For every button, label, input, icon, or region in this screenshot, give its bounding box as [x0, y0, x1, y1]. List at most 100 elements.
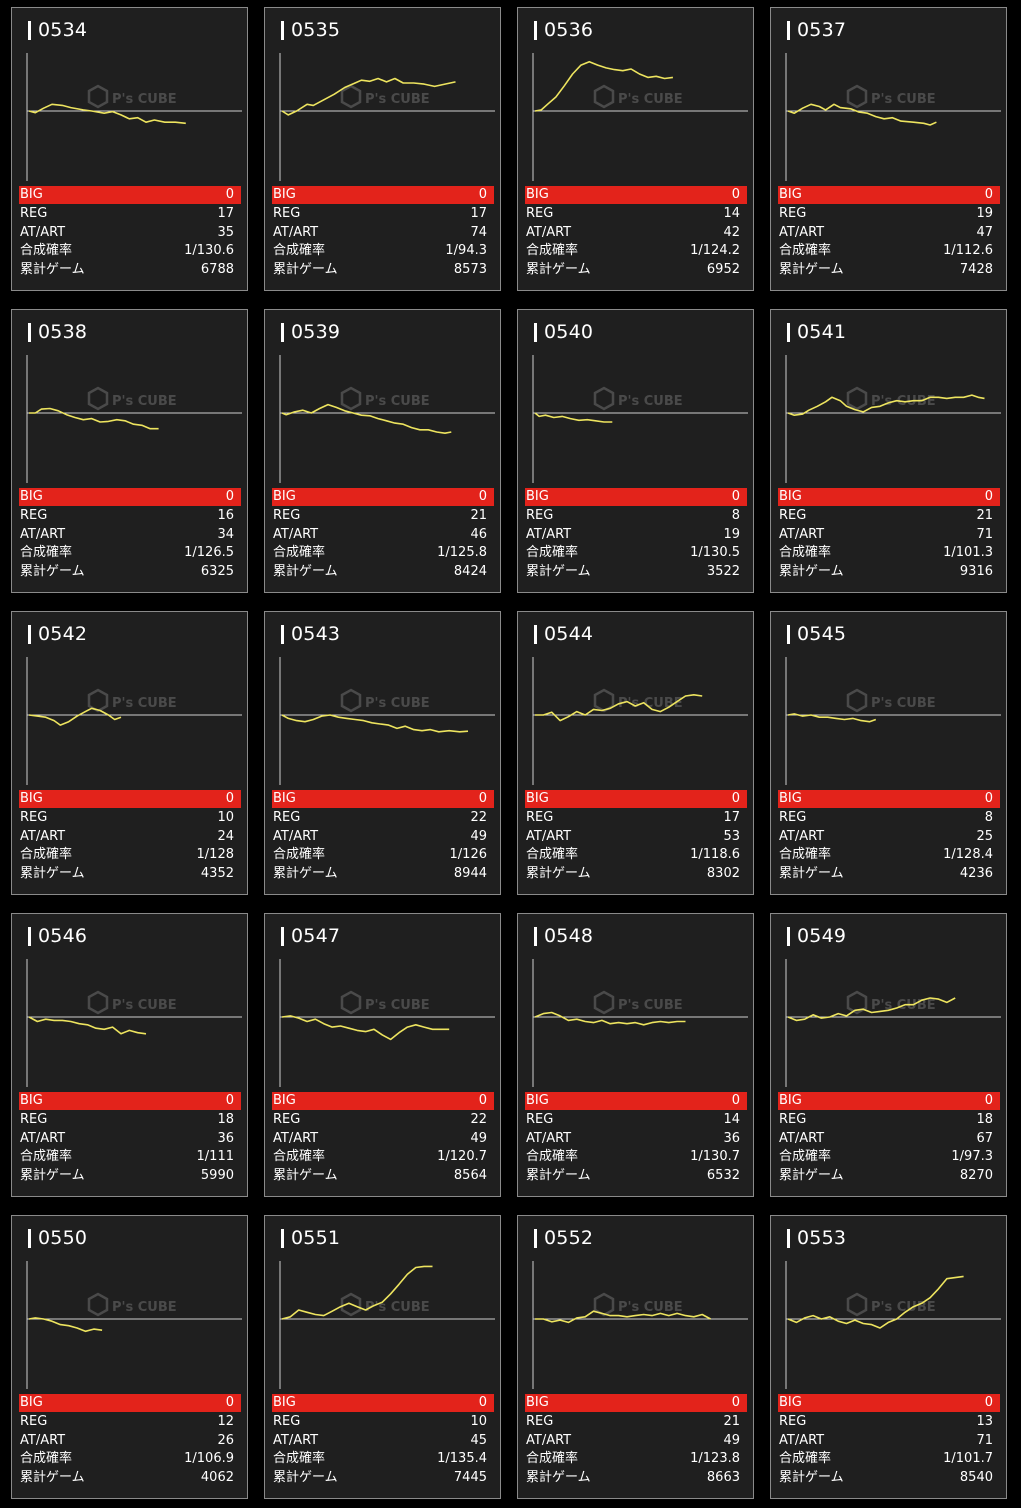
machine-card-0543[interactable]: 0543 P's CUBE BIG 0 REG 22 AT/ART 49 合成確… — [264, 611, 501, 895]
cube-icon — [846, 386, 868, 411]
machine-card-0535[interactable]: 0535 P's CUBE BIG 0 REG 17 AT/ART 74 合成確… — [264, 7, 501, 291]
at-art-value: 49 — [470, 828, 487, 844]
total-games-row: 累計ゲーム 6325 — [19, 563, 241, 582]
big-value: 0 — [984, 791, 993, 806]
big-value: 0 — [478, 489, 487, 504]
machine-card-0534[interactable]: 0534 P's CUBE BIG 0 REG 17 AT/ART 35 合成確… — [11, 7, 248, 291]
probability-value: 1/101.3 — [943, 545, 993, 561]
cube-icon — [846, 84, 868, 109]
machine-card-0537[interactable]: 0537 P's CUBE BIG 0 REG 19 AT/ART 47 合成確… — [770, 7, 1007, 291]
machine-card-0541[interactable]: 0541 P's CUBE BIG 0 REG 21 AT/ART 71 合成確… — [770, 309, 1007, 593]
at-art-row: AT/ART 19 — [525, 526, 747, 545]
stats-table: BIG 0 REG 17 AT/ART 74 合成確率 1/94.3 累計ゲーム… — [272, 186, 494, 279]
total-games-value: 8944 — [453, 865, 487, 881]
watermark-text: P's CUBE — [112, 394, 177, 409]
probability-row: 合成確率 1/125.8 — [272, 544, 494, 563]
machine-card-0551[interactable]: 0551 P's CUBE BIG 0 REG 10 AT/ART 45 合成確… — [264, 1215, 501, 1499]
machine-card-0553[interactable]: 0553 P's CUBE BIG 0 REG 13 AT/ART 71 合成確… — [770, 1215, 1007, 1499]
cube-icon — [846, 1292, 868, 1317]
watermark-text: P's CUBE — [871, 696, 936, 711]
probability-label: 合成確率 — [779, 545, 832, 561]
at-art-value: 24 — [217, 828, 234, 844]
reg-row: REG 21 — [778, 507, 1000, 526]
reg-value: 17 — [470, 206, 487, 221]
machine-number-text: 0536 — [544, 19, 594, 41]
total-games-value: 8564 — [453, 1167, 487, 1183]
at-art-label: AT/ART — [273, 828, 319, 844]
reg-row: REG 12 — [19, 1413, 241, 1432]
trend-line — [28, 1317, 103, 1333]
probability-value: 1/101.7 — [943, 1451, 993, 1467]
big-value: 0 — [984, 489, 993, 504]
machine-card-0539[interactable]: 0539 P's CUBE BIG 0 REG 21 AT/ART 46 合成確… — [264, 309, 501, 593]
trend-chart: P's CUBE — [532, 53, 748, 181]
trend-chart: P's CUBE — [279, 355, 495, 483]
trend-chart: P's CUBE — [26, 355, 242, 483]
watermark-text: P's CUBE — [871, 92, 936, 107]
reg-value: 14 — [723, 1112, 740, 1127]
big-value: 0 — [478, 791, 487, 806]
probability-label: 合成確率 — [273, 1451, 326, 1467]
total-games-row: 累計ゲーム 4062 — [19, 1469, 241, 1488]
probability-value: 1/123.8 — [690, 1451, 740, 1467]
machine-card-0546[interactable]: 0546 P's CUBE BIG 0 REG 18 AT/ART 36 合成確… — [11, 913, 248, 1197]
machine-card-0552[interactable]: 0552 P's CUBE BIG 0 REG 21 AT/ART 49 合成確… — [517, 1215, 754, 1499]
machine-number: 0543 — [281, 623, 340, 645]
machine-number: 0536 — [534, 19, 593, 41]
machine-card-0547[interactable]: 0547 P's CUBE BIG 0 REG 22 AT/ART 49 合成確… — [264, 913, 501, 1197]
title-accent-bar — [787, 1228, 790, 1248]
at-art-value: 34 — [217, 526, 234, 542]
reg-value: 8 — [731, 508, 740, 523]
watermark-logo: P's CUBE — [593, 84, 683, 109]
reg-value: 8 — [984, 810, 993, 825]
at-art-label: AT/ART — [526, 526, 572, 542]
total-games-label: 累計ゲーム — [20, 261, 85, 277]
title-accent-bar — [534, 624, 537, 644]
machine-card-0536[interactable]: 0536 P's CUBE BIG 0 REG 14 AT/ART 42 合成確… — [517, 7, 754, 291]
machine-number: 0544 — [534, 623, 593, 645]
reg-row: REG 22 — [272, 809, 494, 828]
reg-label: REG — [779, 206, 807, 221]
probability-row: 合成確率 1/130.5 — [525, 544, 747, 563]
big-value: 0 — [731, 791, 740, 806]
cube-icon — [340, 990, 362, 1015]
at-art-label: AT/ART — [526, 1432, 572, 1448]
probability-value: 1/130.6 — [184, 243, 234, 259]
machine-number: 0550 — [28, 1227, 87, 1249]
reg-value: 19 — [976, 206, 993, 221]
stats-table: BIG 0 REG 21 AT/ART 46 合成確率 1/125.8 累計ゲー… — [272, 488, 494, 581]
probability-value: 1/112.6 — [943, 243, 993, 259]
reg-value: 21 — [723, 1414, 740, 1429]
machine-card-0549[interactable]: 0549 P's CUBE BIG 0 REG 18 AT/ART 67 合成確… — [770, 913, 1007, 1197]
total-games-label: 累計ゲーム — [779, 1469, 844, 1485]
watermark-text: P's CUBE — [618, 998, 683, 1013]
reg-label: REG — [20, 1112, 48, 1127]
reg-label: REG — [779, 508, 807, 523]
reg-label: REG — [779, 1414, 807, 1429]
machine-number-text: 0537 — [797, 19, 847, 41]
total-games-label: 累計ゲーム — [273, 261, 338, 277]
machine-card-0542[interactable]: 0542 P's CUBE BIG 0 REG 10 AT/ART 24 合成確… — [11, 611, 248, 895]
machine-card-0545[interactable]: 0545 P's CUBE BIG 0 REG 8 AT/ART 25 合成確率… — [770, 611, 1007, 895]
machine-card-0540[interactable]: 0540 P's CUBE BIG 0 REG 8 AT/ART 19 合成確率… — [517, 309, 754, 593]
reg-row: REG 21 — [525, 1413, 747, 1432]
cube-icon — [87, 688, 109, 713]
big-row: BIG 0 — [272, 488, 494, 506]
trend-line — [787, 997, 956, 1022]
total-games-value: 6325 — [200, 563, 234, 579]
probability-label: 合成確率 — [526, 243, 579, 259]
big-label: BIG — [20, 1093, 43, 1108]
machine-card-0538[interactable]: 0538 P's CUBE BIG 0 REG 16 AT/ART 34 合成確… — [11, 309, 248, 593]
total-games-value: 3522 — [706, 563, 740, 579]
cube-icon — [340, 1292, 362, 1317]
total-games-value: 6952 — [706, 261, 740, 277]
watermark-logo: P's CUBE — [846, 386, 936, 411]
machine-card-0550[interactable]: 0550 P's CUBE BIG 0 REG 12 AT/ART 26 合成確… — [11, 1215, 248, 1499]
stats-table: BIG 0 REG 22 AT/ART 49 合成確率 1/120.7 累計ゲー… — [272, 1092, 494, 1185]
at-art-label: AT/ART — [779, 526, 825, 542]
at-art-label: AT/ART — [779, 1130, 825, 1146]
probability-value: 1/125.8 — [437, 545, 487, 561]
machine-card-0548[interactable]: 0548 P's CUBE BIG 0 REG 14 AT/ART 36 合成確… — [517, 913, 754, 1197]
machine-card-0544[interactable]: 0544 P's CUBE BIG 0 REG 17 AT/ART 53 合成確… — [517, 611, 754, 895]
